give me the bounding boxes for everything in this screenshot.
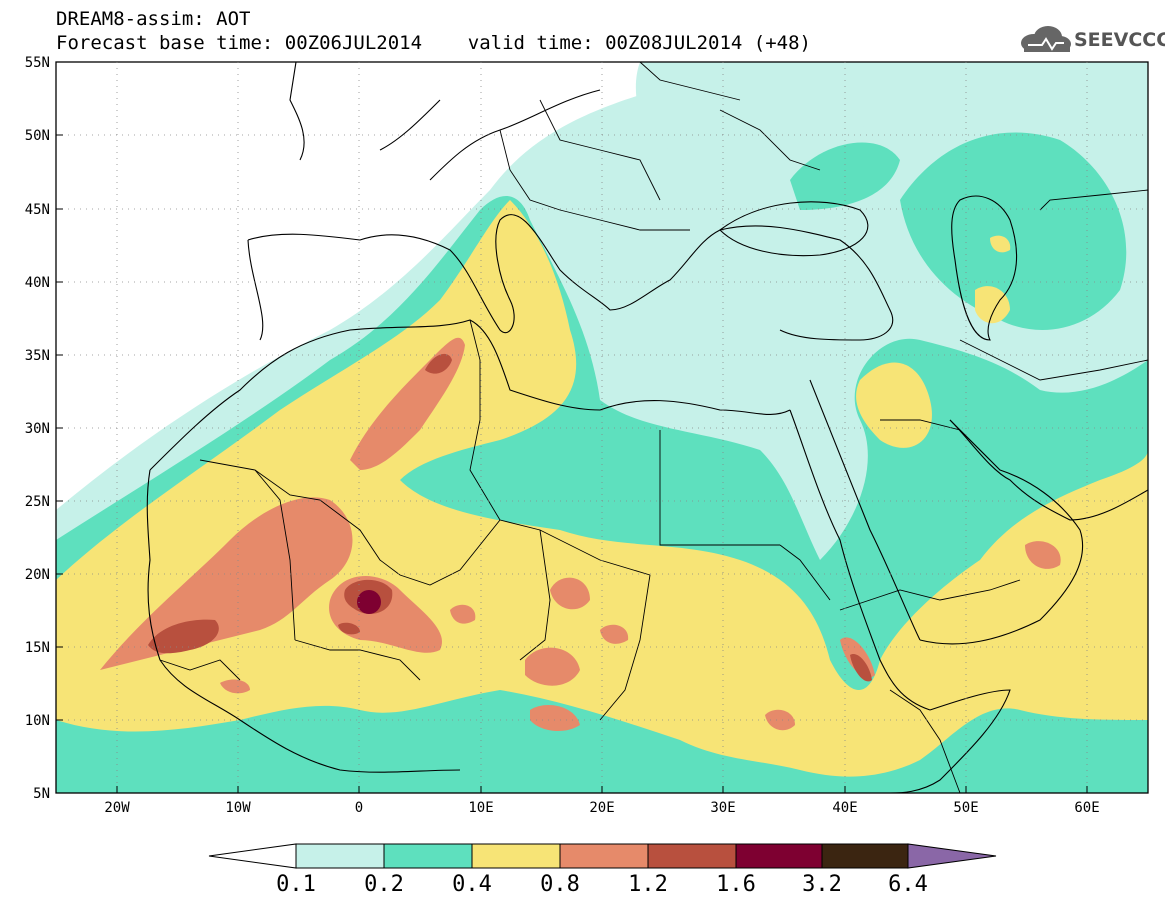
legend-swatch (559, 843, 649, 869)
legend-low-arrow (208, 843, 297, 869)
legend-label: 0.4 (452, 872, 492, 897)
lon-label: 20E (589, 800, 614, 816)
legend-swatch (647, 843, 737, 869)
logo-text: SEEVCCC (1074, 29, 1165, 51)
color-legend (208, 843, 997, 869)
legend-swatch (383, 843, 473, 869)
legend-swatch (735, 843, 823, 869)
country-borders (159, 61, 1149, 794)
aot-band-1.6 (357, 590, 381, 614)
lat-label: 30N (25, 421, 50, 437)
longitude-labels: 20W 10W 0 10E 20E 30E 40E 50E 60E (104, 800, 1099, 816)
legend-swatch (471, 843, 561, 869)
legend-label: 0.1 (276, 872, 316, 897)
legend-label: 1.6 (716, 872, 756, 897)
lat-label: 10N (25, 713, 50, 729)
map-title: DREAM8-assim: AOT (56, 8, 251, 30)
legend-label: 0.8 (540, 872, 580, 897)
graticule (56, 62, 1148, 793)
lat-label: 50N (25, 128, 50, 144)
seevccc-logo: SEEVCCC (1018, 25, 1165, 55)
lon-label: 40E (832, 800, 857, 816)
latitude-labels: 55N 50N 45N 40N 35N 30N 25N 20N 15N 10N … (25, 55, 50, 802)
legend-swatch (821, 843, 909, 869)
lat-label: 15N (25, 640, 50, 656)
lon-label: 20W (104, 800, 130, 816)
legend-label: 1.2 (628, 872, 668, 897)
legend-label: 6.4 (888, 872, 928, 897)
aot-field (56, 62, 1148, 793)
lat-label: 35N (25, 348, 50, 364)
lon-label: 50E (953, 800, 978, 816)
lat-label: 5N (33, 786, 50, 802)
legend-high-arrow (907, 843, 997, 869)
lon-label: 30E (710, 800, 735, 816)
tick-marks (56, 61, 1088, 793)
cloud-icon (1021, 26, 1071, 52)
lat-label: 45N (25, 202, 50, 218)
lat-label: 25N (25, 494, 50, 510)
forecast-time-info: Forecast base time: 00Z06JUL2014 valid t… (56, 32, 811, 54)
aot-band-0.4 (56, 200, 1148, 777)
lat-label: 55N (25, 55, 50, 71)
lon-label: 10E (468, 800, 493, 816)
legend-swatch (295, 843, 385, 869)
lon-label: 0 (355, 800, 363, 816)
lon-label: 10W (225, 800, 251, 816)
legend-label: 3.2 (802, 872, 842, 897)
lat-label: 20N (25, 567, 50, 583)
legend-label: 0.2 (364, 872, 404, 897)
coastlines (146, 61, 1149, 794)
lat-label: 40N (25, 275, 50, 291)
lon-label: 60E (1074, 800, 1099, 816)
